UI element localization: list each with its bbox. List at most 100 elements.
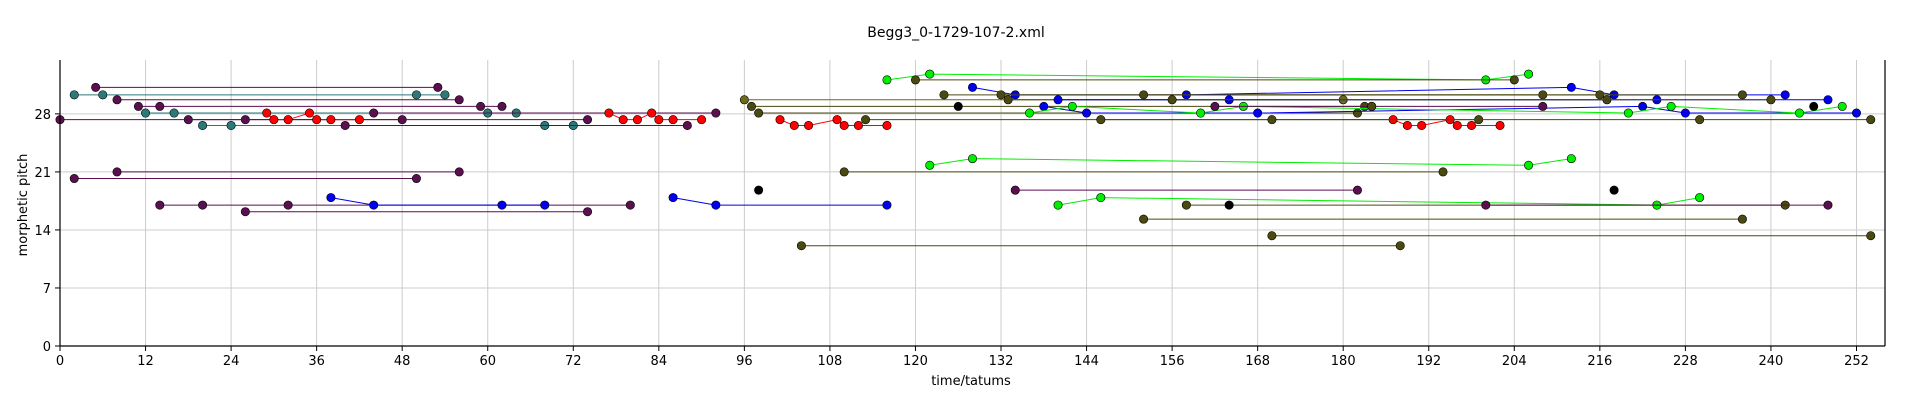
data-point (1367, 101, 1377, 111)
series-layer (55, 69, 1876, 251)
x-tick-label: 84 (651, 354, 668, 369)
data-point (1851, 108, 1861, 118)
data-point (668, 115, 678, 125)
data-point (1766, 95, 1776, 105)
data-point (283, 115, 293, 125)
series (369, 108, 721, 118)
data-point (497, 101, 507, 111)
data-point (98, 90, 108, 100)
data-point (433, 82, 443, 92)
data-point (1837, 101, 1847, 111)
data-point (1780, 90, 1790, 100)
data-point (1481, 200, 1491, 210)
series (340, 120, 692, 130)
x-tick-label: 192 (1416, 354, 1441, 369)
series (882, 69, 1534, 85)
series (133, 101, 507, 111)
series (69, 174, 421, 184)
series (1167, 95, 1776, 105)
series (69, 90, 450, 100)
x-tick-label: 120 (903, 354, 928, 369)
data-point (1096, 193, 1106, 203)
data-point (1823, 200, 1833, 210)
x-tick-label: 24 (223, 354, 240, 369)
series-line (972, 86, 1786, 96)
x-tick-label: 228 (1673, 354, 1698, 369)
series-line (1029, 105, 1843, 114)
data-point (1638, 101, 1648, 111)
data-point (583, 115, 593, 125)
series (112, 95, 464, 105)
data-point (1609, 185, 1619, 195)
y-tick-label: 14 (34, 224, 51, 239)
data-point (882, 200, 892, 210)
series (1388, 115, 1505, 130)
data-point (604, 108, 614, 118)
series (668, 193, 892, 210)
y-tick-label: 21 (34, 166, 51, 181)
data-point (1695, 193, 1705, 203)
data-point (853, 120, 863, 130)
x-tick-label: 72 (565, 354, 582, 369)
data-point (440, 90, 450, 100)
data-point (953, 101, 963, 111)
series (1367, 101, 1377, 111)
data-point (269, 115, 279, 125)
x-tick-label: 108 (818, 354, 843, 369)
data-point (1053, 200, 1063, 210)
data-point (1809, 101, 1819, 111)
data-point (340, 120, 350, 130)
data-point (1167, 95, 1177, 105)
data-point (198, 120, 208, 130)
data-point (1210, 101, 1220, 111)
series (240, 207, 593, 217)
data-point (1224, 200, 1234, 210)
data-point (1025, 108, 1035, 118)
series (754, 185, 764, 195)
data-point (1352, 185, 1362, 195)
data-point (1253, 108, 1263, 118)
data-point (226, 120, 236, 130)
x-tick-label: 240 (1759, 354, 1784, 369)
series (1210, 101, 1548, 111)
data-point (1524, 160, 1534, 170)
series (1224, 200, 1234, 210)
data-point (1267, 115, 1277, 125)
data-point (839, 167, 849, 177)
data-point (305, 108, 315, 118)
series (1025, 101, 1847, 118)
data-point (882, 120, 892, 130)
x-tick-label: 36 (308, 354, 325, 369)
data-point (1096, 115, 1106, 125)
y-tick-label: 0 (43, 340, 51, 355)
series-line (673, 197, 887, 206)
data-point (796, 241, 806, 251)
x-tick-label: 12 (137, 354, 154, 369)
data-point (1438, 167, 1448, 177)
grid (59, 60, 1885, 347)
data-point (996, 90, 1006, 100)
series (796, 241, 1405, 251)
data-point (1524, 69, 1534, 79)
data-point (1794, 108, 1804, 118)
data-point (654, 115, 664, 125)
data-point (1267, 231, 1277, 241)
data-point (326, 115, 336, 125)
data-point (1452, 120, 1462, 130)
x-tick-label: 0 (56, 354, 64, 369)
data-point (133, 101, 143, 111)
data-point (240, 207, 250, 217)
data-point (91, 82, 101, 92)
series (1267, 231, 1876, 241)
data-point (1680, 108, 1690, 118)
data-point (69, 174, 79, 184)
data-point (1566, 82, 1576, 92)
data-point (354, 115, 364, 125)
data-point (497, 200, 507, 210)
data-point (141, 108, 151, 118)
data-point (112, 167, 122, 177)
data-point (283, 200, 293, 210)
x-tick-label: 180 (1331, 354, 1356, 369)
data-point (754, 185, 764, 195)
data-point (1623, 108, 1633, 118)
